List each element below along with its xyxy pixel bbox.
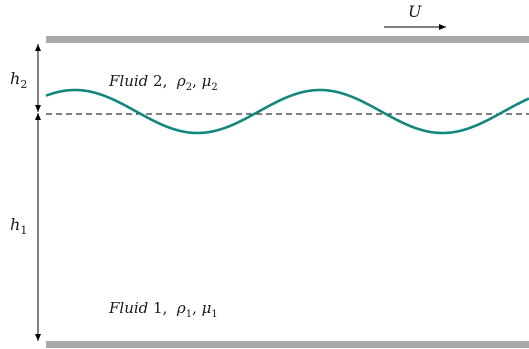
h1-label: h1 [10, 215, 27, 237]
h1-label-sub: 1 [20, 224, 27, 237]
fluid2-rho: ρ [176, 72, 186, 90]
fluid1-mu-sub: 1 [211, 309, 217, 320]
fluid2-rho-sub: 2 [186, 82, 192, 93]
h2-label-sub: 2 [20, 78, 27, 91]
fluid2-mu: μ [202, 72, 212, 90]
bottom-wall [46, 341, 529, 348]
fluid1-rho-sub: 1 [186, 309, 192, 320]
fluid1-word: Fluid [108, 299, 148, 317]
h2-label-base: h [10, 69, 20, 88]
fluid2-number: 2, [148, 72, 177, 90]
fluid1-sep: , [192, 299, 202, 317]
fluid2-word: Fluid [108, 72, 148, 90]
fluid1-mu: μ [202, 299, 212, 317]
velocity-label: U [408, 2, 422, 21]
h2-label: h2 [10, 69, 27, 91]
fluid1-rho: ρ [176, 299, 186, 317]
top-wall [46, 36, 529, 43]
fluid2-sep: , [192, 72, 202, 90]
h1-label-base: h [10, 215, 20, 234]
fluid2-mu-sub: 2 [211, 82, 217, 93]
fluid1-label: Fluid 1, ρ1, μ1 [108, 299, 218, 320]
fluid2-label: Fluid 2, ρ2, μ2 [108, 72, 218, 93]
interface-wave [45, 88, 529, 135]
fluid1-number: 1, [148, 299, 177, 317]
